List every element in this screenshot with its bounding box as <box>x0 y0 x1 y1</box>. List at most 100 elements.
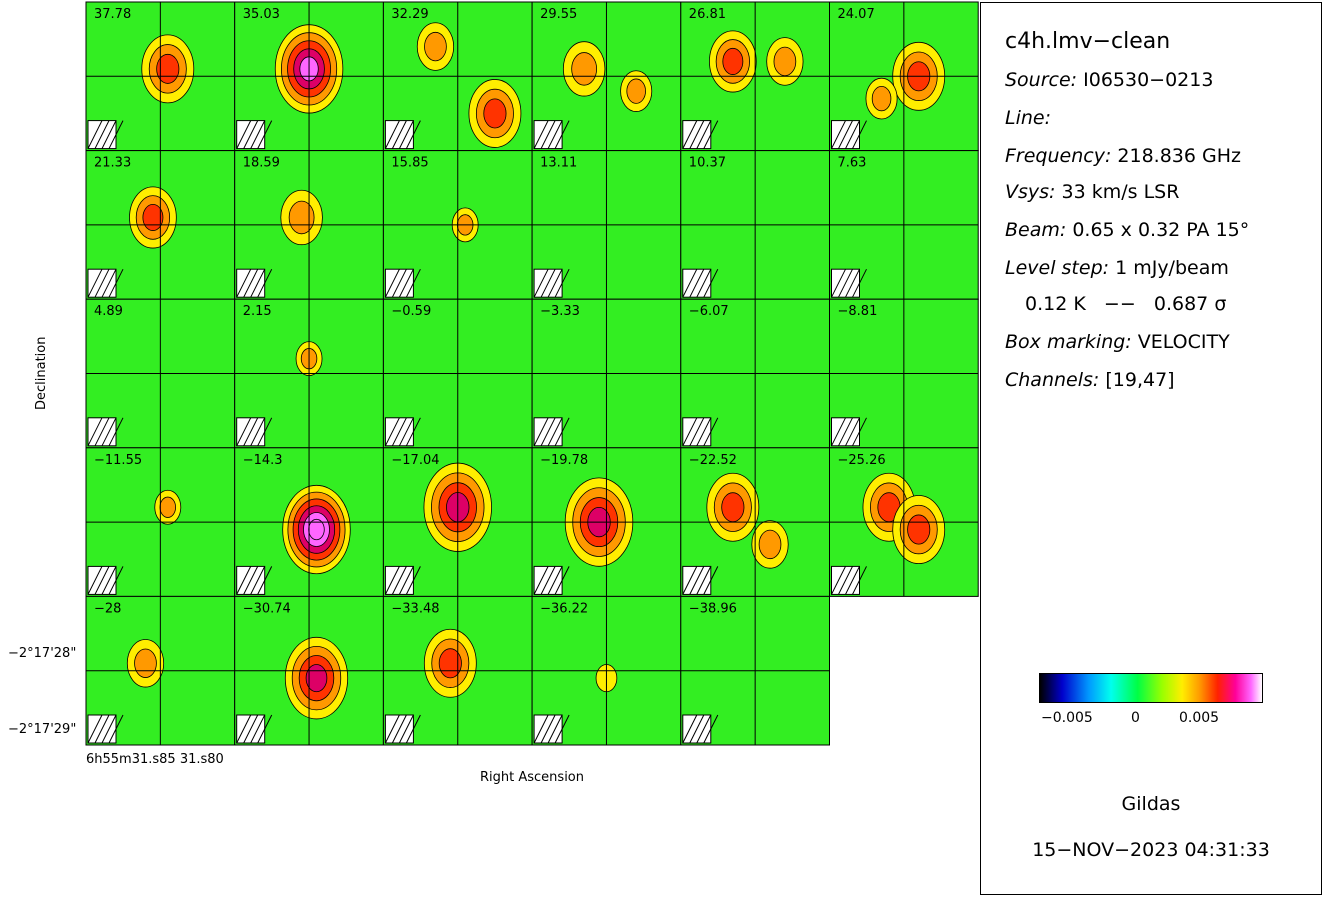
beam-hatch <box>547 417 563 447</box>
channel-panel: −38.96 <box>680 595 830 746</box>
channel-panel: 2.15 <box>234 298 384 449</box>
beam-hatch <box>852 417 867 447</box>
beam-hatch <box>384 120 400 149</box>
channel-panel: −22.52 <box>680 447 830 597</box>
beam-hatch <box>696 268 712 298</box>
beam-hatch <box>533 268 549 298</box>
beam-hatch <box>94 417 110 447</box>
beam-hatch <box>540 566 556 595</box>
beam-hatch <box>689 120 705 149</box>
channel-panel: −11.55 <box>85 447 236 597</box>
channel-panel: −25.26 <box>829 447 979 597</box>
channel-panel: −28 <box>85 595 236 746</box>
velocity-label: −33.48 <box>391 601 439 616</box>
velocity-label: −14.3 <box>243 453 283 468</box>
beam-hatch <box>554 417 570 447</box>
beam-hatch <box>547 120 563 149</box>
beam-hatch <box>391 714 407 744</box>
y-tick-2: −2°17'29" <box>8 722 77 737</box>
channel-panel: 7.63 <box>829 150 979 300</box>
beam-hatch <box>852 120 867 149</box>
velocity-label: −3.33 <box>540 304 580 319</box>
emission-contour <box>424 31 447 62</box>
channel-panel: 37.78 <box>85 1 236 152</box>
beam-hatch <box>391 566 407 595</box>
velocity-label: −28 <box>94 601 121 616</box>
velocity-label: 10.37 <box>689 156 726 171</box>
beam-hatch <box>838 417 853 447</box>
beam-hatch <box>703 417 719 447</box>
beam-hatch <box>682 714 698 744</box>
software-name: Gildas <box>1121 793 1181 815</box>
colorbar-tick: −0.005 <box>1041 710 1093 726</box>
emission-contour <box>626 78 646 104</box>
velocity-label: 29.55 <box>540 7 577 22</box>
emission-contour <box>773 46 797 77</box>
cube-title: c4h.lmv−clean <box>1005 29 1171 54</box>
beam-hatch <box>384 268 400 298</box>
beam-hatch <box>236 268 252 298</box>
emission-contour <box>305 664 328 693</box>
y-axis-label: Declination <box>34 336 49 411</box>
beam-hatch <box>845 566 860 595</box>
beam-hatch <box>108 120 124 149</box>
beam-hatch <box>398 268 414 298</box>
beam-hatch <box>540 417 556 447</box>
level-kelvin-line: 0.12 K −− 0.687 σ <box>1025 293 1227 315</box>
beam-hatch <box>250 714 266 744</box>
beam-hatch <box>689 417 705 447</box>
beam-hatch <box>838 120 853 149</box>
beam-hatch <box>831 566 846 595</box>
velocity-label: −22.52 <box>689 453 737 468</box>
beam-hatch <box>243 120 259 149</box>
beam-hatch <box>696 566 712 595</box>
plot-date: 15−NOV−2023 04:31:33 <box>1032 839 1270 861</box>
channel-panel: 15.85 <box>382 150 533 300</box>
velocity-label: −30.74 <box>243 601 291 616</box>
beam-hatch <box>243 417 259 447</box>
emission-contour <box>571 52 598 86</box>
beam-hatch <box>257 566 273 595</box>
beam-hatch <box>87 120 103 149</box>
beam-hatch <box>838 566 853 595</box>
beam-hatch <box>533 417 549 447</box>
velocity-label: 2.15 <box>243 304 272 319</box>
velocity-label: −25.26 <box>838 453 886 468</box>
beam-hatch <box>391 268 407 298</box>
beam-hatch <box>398 714 414 744</box>
beam-hatch <box>682 566 698 595</box>
beam-hatch <box>243 714 259 744</box>
channel-panel: 4.89 <box>85 298 236 449</box>
beam-hatch <box>703 268 719 298</box>
beam-hatch <box>94 714 110 744</box>
level-step-line: Level step: 1 mJy/beam <box>1005 257 1229 279</box>
velocity-label: 4.89 <box>94 304 123 319</box>
velocity-label: 35.03 <box>243 7 280 22</box>
beam-hatch <box>405 566 421 595</box>
beam-hatch <box>101 417 117 447</box>
emission-contour <box>758 529 782 560</box>
beam-hatch <box>554 566 570 595</box>
channel-map-grid: 37.78 35.03 32.29 29.55 26.81 24.07 21.33 18.59… <box>85 1 979 746</box>
x-tick-ra: 6h55m31.s85 31.s80 <box>86 752 224 767</box>
beam-hatch <box>236 714 252 744</box>
line-line: Line: <box>1005 107 1051 129</box>
beam-hatch <box>405 714 421 744</box>
velocity-label: −6.07 <box>689 304 729 319</box>
colorbar-tick: 0 <box>1131 710 1140 726</box>
beam-hatch <box>405 417 421 447</box>
emission-contour <box>134 648 157 678</box>
emission-contour <box>483 98 507 129</box>
beam-hatch <box>852 268 867 298</box>
channel-panel: −8.81 <box>829 298 979 449</box>
channel-panel: −17.04 <box>382 447 533 597</box>
box-marking-line: Box marking: VELOCITY <box>1005 331 1230 353</box>
channel-panel: −33.48 <box>382 595 533 746</box>
beam-hatch <box>547 714 563 744</box>
velocity-label: −11.55 <box>94 453 142 468</box>
beam-hatch <box>540 120 556 149</box>
velocity-label: 13.11 <box>540 156 577 171</box>
beam-hatch <box>554 268 570 298</box>
beam-hatch <box>384 417 400 447</box>
frequency-line: Frequency: 218.836 GHz <box>1005 145 1241 167</box>
